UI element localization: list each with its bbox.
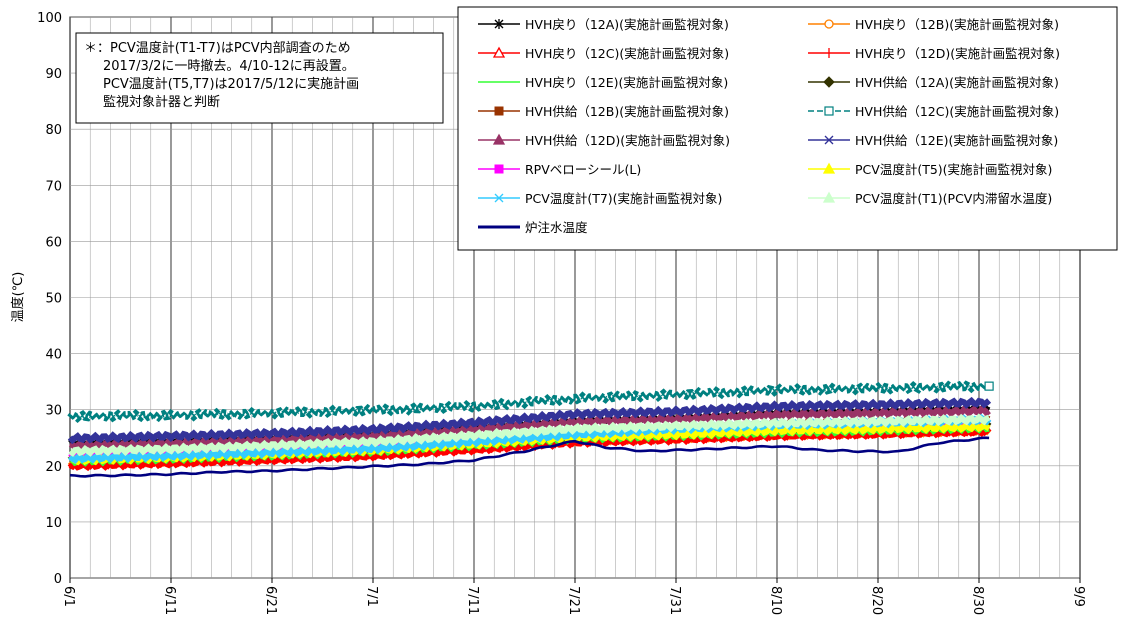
y-axis: 0 10 20 30 40 50 60 70 80 90 100: [37, 11, 62, 587]
legend-label: HVH戻り（12D)(実施計画監視対象): [855, 46, 1060, 61]
x-tick-label: 6/21: [263, 586, 278, 615]
y-tick-label: 40: [45, 348, 62, 363]
x-tick-label: 9/9: [1071, 586, 1086, 607]
x-tick-label: 8/30: [970, 586, 985, 615]
legend-item: HVH供給（12D)(実施計画監視対象): [478, 133, 730, 148]
series-line: [69, 436, 990, 478]
legend-item: HVH戻り（12B)(実施計画監視対象): [808, 17, 1059, 32]
legend-label: HVH戻り（12C)(実施計画監視対象): [525, 46, 729, 61]
legend-item: HVH供給（12E)(実施計画監視対象): [808, 133, 1058, 148]
legend-label: HVH戻り（12E)(実施計画監視対象): [525, 75, 728, 90]
x-tick-label: 7/21: [566, 586, 581, 615]
legend-item: PCV温度計(T1)(PCV内滞留水温度): [808, 191, 1052, 206]
legend-item: RPVベローシール(L): [478, 162, 641, 177]
annotation-box: ＊：PCV温度計(T1-T7)はPCV内部調査のため 2017/3/2に一時撤去…: [75, 32, 444, 124]
legend-item: HVH供給（12B)(実施計画監視対象): [478, 104, 729, 119]
legend-label: PCV温度計(T1)(PCV内滞留水温度): [855, 191, 1052, 206]
x-tick-label: 8/10: [768, 586, 783, 615]
legend-label: HVH供給（12B)(実施計画監視対象): [525, 104, 729, 119]
y-tick-label: 0: [54, 572, 62, 587]
series-line: [68, 413, 991, 457]
y-axis-label: 温度(℃): [10, 272, 26, 323]
legend-item: PCV温度計(T7)(実施計画監視対象): [478, 191, 722, 206]
legend-label: HVH供給（12A)(実施計画監視対象): [855, 75, 1059, 90]
legend-item: PCV温度計(T5)(実施計画監視対象): [808, 162, 1052, 177]
legend-label: HVH戻り（12B)(実施計画監視対象): [855, 17, 1059, 32]
annotation-line: 監視対象計器と判断: [103, 94, 220, 110]
legend: HVH戻り（12A)(実施計画監視対象) HVH戻り（12B)(実施計画監視対象)…: [457, 6, 1118, 251]
legend-label: 炉注水温度: [525, 220, 588, 235]
legend-item: HVH供給（12A)(実施計画監視対象): [808, 75, 1059, 90]
legend-label: PCV温度計(T7)(実施計画監視対象): [525, 191, 722, 206]
y-tick-label: 30: [45, 404, 62, 419]
x-tick-label: 7/11: [465, 586, 480, 615]
series-line: [67, 396, 992, 445]
legend-label: PCV温度計(T5)(実施計画監視対象): [855, 162, 1052, 177]
legend-item: HVH戻り（12D)(実施計画監視対象): [808, 46, 1060, 61]
x-tick-label: 8/20: [869, 586, 884, 615]
y-tick-label: 60: [45, 235, 62, 250]
annotation-line: ＊：PCV温度計(T1-T7)はPCV内部調査のため: [84, 40, 351, 56]
legend-item: 炉注水温度: [478, 220, 588, 235]
annotation-line: 2017/3/2に一時撤去。4/10-12に再設置。: [103, 58, 355, 74]
x-tick-label: 6/1: [61, 586, 76, 607]
y-tick-label: 10: [45, 516, 62, 531]
x-tick-label: 6/11: [162, 586, 177, 615]
x-tick-label: 7/1: [364, 586, 379, 607]
series-line: [68, 405, 991, 452]
y-tick-label: 100: [37, 11, 62, 26]
legend-label: HVH戻り（12A)(実施計画監視対象): [525, 17, 729, 32]
series-layer: [67, 380, 994, 478]
x-tick-label: 7/31: [667, 586, 682, 615]
legend-item: HVH供給（12C)(実施計画監視対象): [808, 104, 1059, 119]
series-line: [67, 380, 994, 424]
legend-label: RPVベローシール(L): [525, 162, 641, 177]
legend-label: HVH供給（12E)(実施計画監視対象): [855, 133, 1058, 148]
y-tick-label: 80: [45, 123, 62, 138]
x-axis: 6/1 6/11 6/21 7/1 7/11 7/21 7/31 8/10 8/20 8/30 9/…: [61, 578, 1086, 615]
legend-item: HVH戻り（12A)(実施計画監視対象): [478, 17, 729, 32]
y-tick-label: 90: [45, 67, 62, 82]
y-tick-label: 20: [45, 460, 62, 475]
y-tick-label: 70: [45, 179, 62, 194]
legend-item: HVH戻り（12E)(実施計画監視対象): [478, 75, 728, 90]
legend-label: HVH供給（12D)(実施計画監視対象): [525, 133, 730, 148]
y-tick-label: 50: [45, 292, 62, 307]
annotation-line: PCV温度計(T5,T7)は2017/5/12に実施計画: [103, 76, 359, 92]
legend-label: HVH供給（12C)(実施計画監視対象): [855, 104, 1059, 119]
legend-item: HVH戻り（12C)(実施計画監視対象): [478, 46, 729, 61]
